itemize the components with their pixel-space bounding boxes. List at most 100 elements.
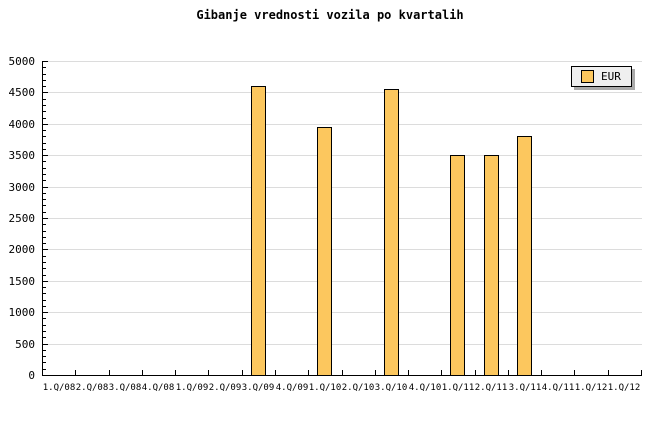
y-tick-minor (43, 287, 46, 288)
y-tick-major (43, 312, 48, 313)
gridline (43, 249, 642, 250)
x-tick-label: 2.Q/09 (208, 383, 242, 393)
y-tick-major (43, 92, 48, 93)
bar (384, 89, 399, 376)
x-tick-label: 3.Q/08 (108, 383, 142, 393)
x-tick-label: 4.Q/08 (141, 383, 175, 393)
x-tick-label: 3.Q/10 (374, 383, 408, 393)
y-tick-label: 3500 (8, 149, 36, 162)
y-tick-minor (43, 149, 46, 150)
y-tick-major (43, 344, 48, 345)
y-tick-minor (43, 275, 46, 276)
x-tick-label: 1.Q/09 (175, 383, 209, 393)
x-tick-label: 3.Q/09 (241, 383, 275, 393)
y-tick-minor (43, 168, 46, 169)
x-tick (641, 370, 642, 375)
x-tick-label: 4.Q/11 (541, 383, 575, 393)
x-tick (608, 370, 609, 375)
bar (317, 127, 332, 376)
gridline (43, 124, 642, 125)
y-tick-minor (43, 199, 46, 200)
x-tick (342, 370, 343, 375)
y-tick-minor (43, 105, 46, 106)
x-tick-label: 4.Q/09 (275, 383, 309, 393)
y-tick-minor (43, 337, 46, 338)
y-tick-minor (43, 243, 46, 244)
gridline (43, 92, 642, 93)
y-tick-minor (43, 350, 46, 351)
y-tick-major (43, 249, 48, 250)
y-tick-label: 1000 (8, 306, 36, 319)
y-tick-label: 2500 (8, 212, 36, 225)
x-tick-label: 4.Q/10 (408, 383, 442, 393)
x-tick (275, 370, 276, 375)
y-tick-minor (43, 74, 46, 75)
x-tick-label: 1.Q/08 (42, 383, 76, 393)
legend: EUR (571, 66, 632, 87)
gridline (43, 344, 642, 345)
y-tick-minor (43, 130, 46, 131)
x-tick-label: 2.Q/08 (75, 383, 109, 393)
y-tick-label: 0 (28, 369, 35, 382)
y-tick-minor (43, 80, 46, 81)
x-tick (308, 370, 309, 375)
y-tick-major (43, 187, 48, 188)
y-tick-minor (43, 293, 46, 294)
y-tick-label: 5000 (8, 55, 36, 68)
y-tick-minor (43, 136, 46, 137)
x-tick (441, 370, 442, 375)
y-tick-major (43, 218, 48, 219)
y-tick-minor (43, 205, 46, 206)
x-tick (175, 370, 176, 375)
x-axis-line (42, 375, 642, 376)
x-tick-label: 1.Q/12 (574, 383, 608, 393)
y-tick-minor (43, 143, 46, 144)
y-tick-minor (43, 86, 46, 87)
y-tick-label: 4500 (8, 86, 36, 99)
y-tick-major (43, 155, 48, 156)
y-tick-label: 1500 (8, 275, 36, 288)
y-tick-label: 500 (15, 338, 35, 351)
x-tick (142, 370, 143, 375)
x-tick-label: 2.Q/11 (474, 383, 508, 393)
gridline (43, 61, 642, 62)
y-tick-minor (43, 268, 46, 269)
y-tick-minor (43, 356, 46, 357)
y-tick-minor (43, 224, 46, 225)
y-tick-minor (43, 300, 46, 301)
x-tick (375, 370, 376, 375)
y-tick-major (43, 124, 48, 125)
y-tick-major (43, 61, 48, 62)
y-tick-minor (43, 180, 46, 181)
bar (484, 155, 499, 376)
x-tick (541, 370, 542, 375)
y-axis-line (42, 61, 43, 376)
gridline (43, 281, 642, 282)
gridline (43, 155, 642, 156)
x-tick (109, 370, 110, 375)
y-tick-major (43, 375, 48, 376)
y-tick-minor (43, 174, 46, 175)
gridline (43, 312, 642, 313)
y-tick-label: 2000 (8, 243, 36, 256)
y-tick-label: 4000 (8, 118, 36, 131)
bar (251, 86, 266, 376)
x-tick (408, 370, 409, 375)
y-tick-major (43, 281, 48, 282)
y-tick-minor (43, 111, 46, 112)
x-tick-label: 1.Q/10 (308, 383, 342, 393)
y-tick-minor (43, 318, 46, 319)
y-tick-minor (43, 369, 46, 370)
x-tick (208, 370, 209, 375)
x-tick-label: 3.Q/11 (508, 383, 542, 393)
legend-swatch (581, 70, 594, 83)
y-tick-minor (43, 161, 46, 162)
y-tick-minor (43, 362, 46, 363)
x-tick (42, 370, 43, 375)
y-tick-minor (43, 306, 46, 307)
y-tick-minor (43, 256, 46, 257)
chart-title: Gibanje vrednosti vozila po kvartalih (196, 8, 464, 22)
y-tick-minor (43, 118, 46, 119)
x-tick (75, 370, 76, 375)
